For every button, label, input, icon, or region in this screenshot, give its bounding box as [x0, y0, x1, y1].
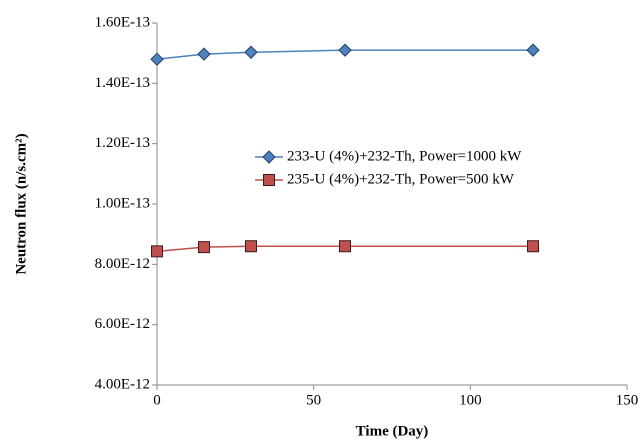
y-tick-label: 8.00E-12 [95, 256, 150, 272]
legend-label: 235-U (4%)+232-Th, Power=500 kW [287, 171, 515, 187]
y-tick-label: 1.60E-13 [95, 14, 150, 30]
y-tick-label: 1.20E-13 [95, 135, 150, 151]
y-tick-label: 1.40E-13 [95, 75, 150, 91]
x-tick-label: 150 [616, 392, 639, 408]
x-axis-title: Time (Day) [356, 423, 429, 439]
y-tick-label: 6.00E-12 [95, 316, 150, 332]
data-point [151, 245, 163, 258]
legend-marker [262, 150, 276, 164]
data-point [198, 241, 210, 254]
data-point [527, 240, 539, 253]
x-tick-label: 100 [459, 392, 482, 408]
data-point [245, 240, 257, 253]
legend-marker [263, 174, 275, 186]
data-point [197, 47, 211, 61]
y-axis-title: Neutron flux (n/s.cm²) [13, 133, 29, 274]
data-point [339, 240, 351, 253]
data-point [526, 43, 540, 57]
y-tick-label: 1.00E-13 [95, 195, 150, 211]
y-tick-label: 4.00E-12 [95, 376, 150, 392]
x-tick-label: 50 [306, 392, 321, 408]
data-point [150, 52, 164, 66]
legend-label: 233-U (4%)+232-Th, Power=1000 kW [287, 148, 522, 164]
data-point [244, 45, 258, 59]
x-tick-label: 0 [153, 392, 161, 408]
data-point [338, 43, 352, 57]
